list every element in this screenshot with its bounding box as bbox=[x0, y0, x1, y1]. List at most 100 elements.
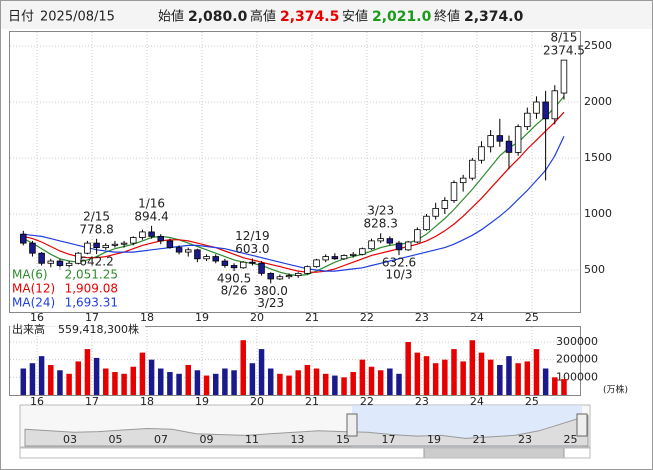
y-tick-label: 2500 bbox=[584, 39, 612, 52]
volume-bar bbox=[240, 340, 246, 395]
x-tick-label: 16 bbox=[30, 395, 44, 408]
annotation-date: 10/3 bbox=[386, 268, 413, 282]
volume-tick-label: 200000 bbox=[556, 353, 598, 366]
volume-bar bbox=[515, 363, 521, 395]
volume-bar bbox=[103, 368, 109, 395]
navigator-handle[interactable] bbox=[346, 413, 358, 437]
y-tick-label: 1000 bbox=[584, 207, 612, 220]
navigator-tick: 17 bbox=[382, 433, 396, 446]
volume-bar bbox=[249, 363, 256, 395]
volume-bar bbox=[359, 359, 366, 395]
candle-body bbox=[496, 135, 504, 142]
candle-body bbox=[377, 238, 384, 242]
volume-bar bbox=[478, 352, 485, 395]
volume-bar bbox=[93, 357, 100, 395]
candle-body bbox=[276, 276, 284, 280]
candle-body bbox=[139, 231, 146, 238]
volume-bar bbox=[222, 368, 228, 395]
candle-body bbox=[239, 261, 247, 269]
x-tick-label: 17 bbox=[85, 311, 99, 324]
volume-bar bbox=[258, 349, 265, 395]
candle-body bbox=[294, 272, 302, 276]
candle-body bbox=[102, 244, 110, 249]
volume-bar bbox=[267, 368, 274, 395]
volume-bar bbox=[552, 377, 558, 395]
volume-bar bbox=[130, 366, 137, 395]
candle-body bbox=[542, 101, 549, 120]
candle-body bbox=[29, 242, 36, 254]
candle-body bbox=[304, 266, 311, 274]
volume-bar bbox=[212, 373, 219, 395]
volume-header-bg bbox=[10, 323, 145, 336]
candle-body bbox=[111, 243, 119, 246]
annotation-value: 2374.5 bbox=[543, 44, 585, 58]
x-tick-label: 22 bbox=[360, 311, 374, 324]
annotation-value: 778.8 bbox=[79, 222, 113, 236]
volume-total: 559,418,300株 bbox=[58, 322, 139, 336]
navigator-handle[interactable] bbox=[576, 413, 588, 437]
candle-body bbox=[249, 261, 256, 264]
legend-bg bbox=[10, 267, 120, 311]
candle-body bbox=[450, 182, 458, 201]
navigator-tick: 19 bbox=[427, 433, 441, 446]
candle-body bbox=[221, 260, 229, 266]
x-tick-label: 25 bbox=[525, 395, 539, 408]
annotation-value: 380.0 bbox=[254, 284, 288, 298]
candle-body bbox=[38, 252, 45, 264]
legend-name: MA(6) bbox=[12, 268, 48, 282]
candle-body bbox=[130, 237, 137, 244]
volume-bar bbox=[112, 372, 118, 395]
candle-body bbox=[469, 159, 476, 179]
navigator-tick: 13 bbox=[291, 433, 305, 446]
volume-bar bbox=[176, 373, 182, 395]
scrollbar-thumb[interactable] bbox=[423, 447, 565, 459]
annotation-date: 8/15 bbox=[550, 31, 577, 45]
x-tick-label: 17 bbox=[85, 395, 99, 408]
volume-bar bbox=[387, 368, 393, 395]
annotation-value: 894.4 bbox=[134, 209, 168, 223]
volume-bar bbox=[75, 361, 82, 395]
legend-value: 2,051.25 bbox=[65, 268, 118, 282]
annotation-value: 490.5 bbox=[217, 272, 251, 286]
candle-body bbox=[386, 238, 394, 244]
volume-bar bbox=[277, 373, 283, 395]
candle-body bbox=[505, 140, 513, 153]
scrollbar-track[interactable] bbox=[19, 447, 591, 459]
volume-bar bbox=[561, 379, 567, 395]
candle-body bbox=[175, 247, 183, 253]
moving-average bbox=[23, 111, 565, 273]
candle-body bbox=[404, 241, 412, 251]
candle-body bbox=[340, 255, 348, 260]
candle-body bbox=[560, 59, 568, 94]
high: 2,374.5 bbox=[280, 9, 339, 25]
x-tick-label: 25 bbox=[525, 311, 539, 324]
candle-body bbox=[93, 242, 100, 248]
volume-bar bbox=[157, 368, 164, 395]
y-tick-label: 500 bbox=[584, 263, 605, 276]
navigator-area bbox=[24, 414, 589, 447]
date-label: 日付 bbox=[8, 10, 34, 25]
navigator-tick: 25 bbox=[564, 433, 578, 446]
volume-bar bbox=[524, 361, 531, 395]
candle-body bbox=[212, 256, 219, 262]
volume-bar bbox=[231, 370, 237, 395]
x-tick-label: 20 bbox=[250, 311, 264, 324]
volume-bar bbox=[414, 352, 421, 395]
candle-body bbox=[84, 242, 91, 254]
x-tick-label: 23 bbox=[415, 311, 429, 324]
candle-body bbox=[368, 240, 375, 250]
volume-bar bbox=[332, 375, 338, 395]
volume-bar bbox=[148, 359, 155, 395]
volume-bar bbox=[497, 364, 503, 395]
annotation-date: 2/15 bbox=[83, 209, 110, 223]
candle-body bbox=[258, 262, 265, 274]
candle-body bbox=[395, 242, 403, 251]
volume-unit: (万株) bbox=[603, 384, 628, 396]
candle-body bbox=[423, 215, 430, 231]
x-tick-label: 22 bbox=[360, 395, 374, 408]
close-label: 終値 bbox=[434, 9, 460, 25]
candle-body bbox=[487, 135, 494, 148]
volume-bar bbox=[451, 349, 457, 395]
navigator-tick: 07 bbox=[154, 433, 168, 446]
